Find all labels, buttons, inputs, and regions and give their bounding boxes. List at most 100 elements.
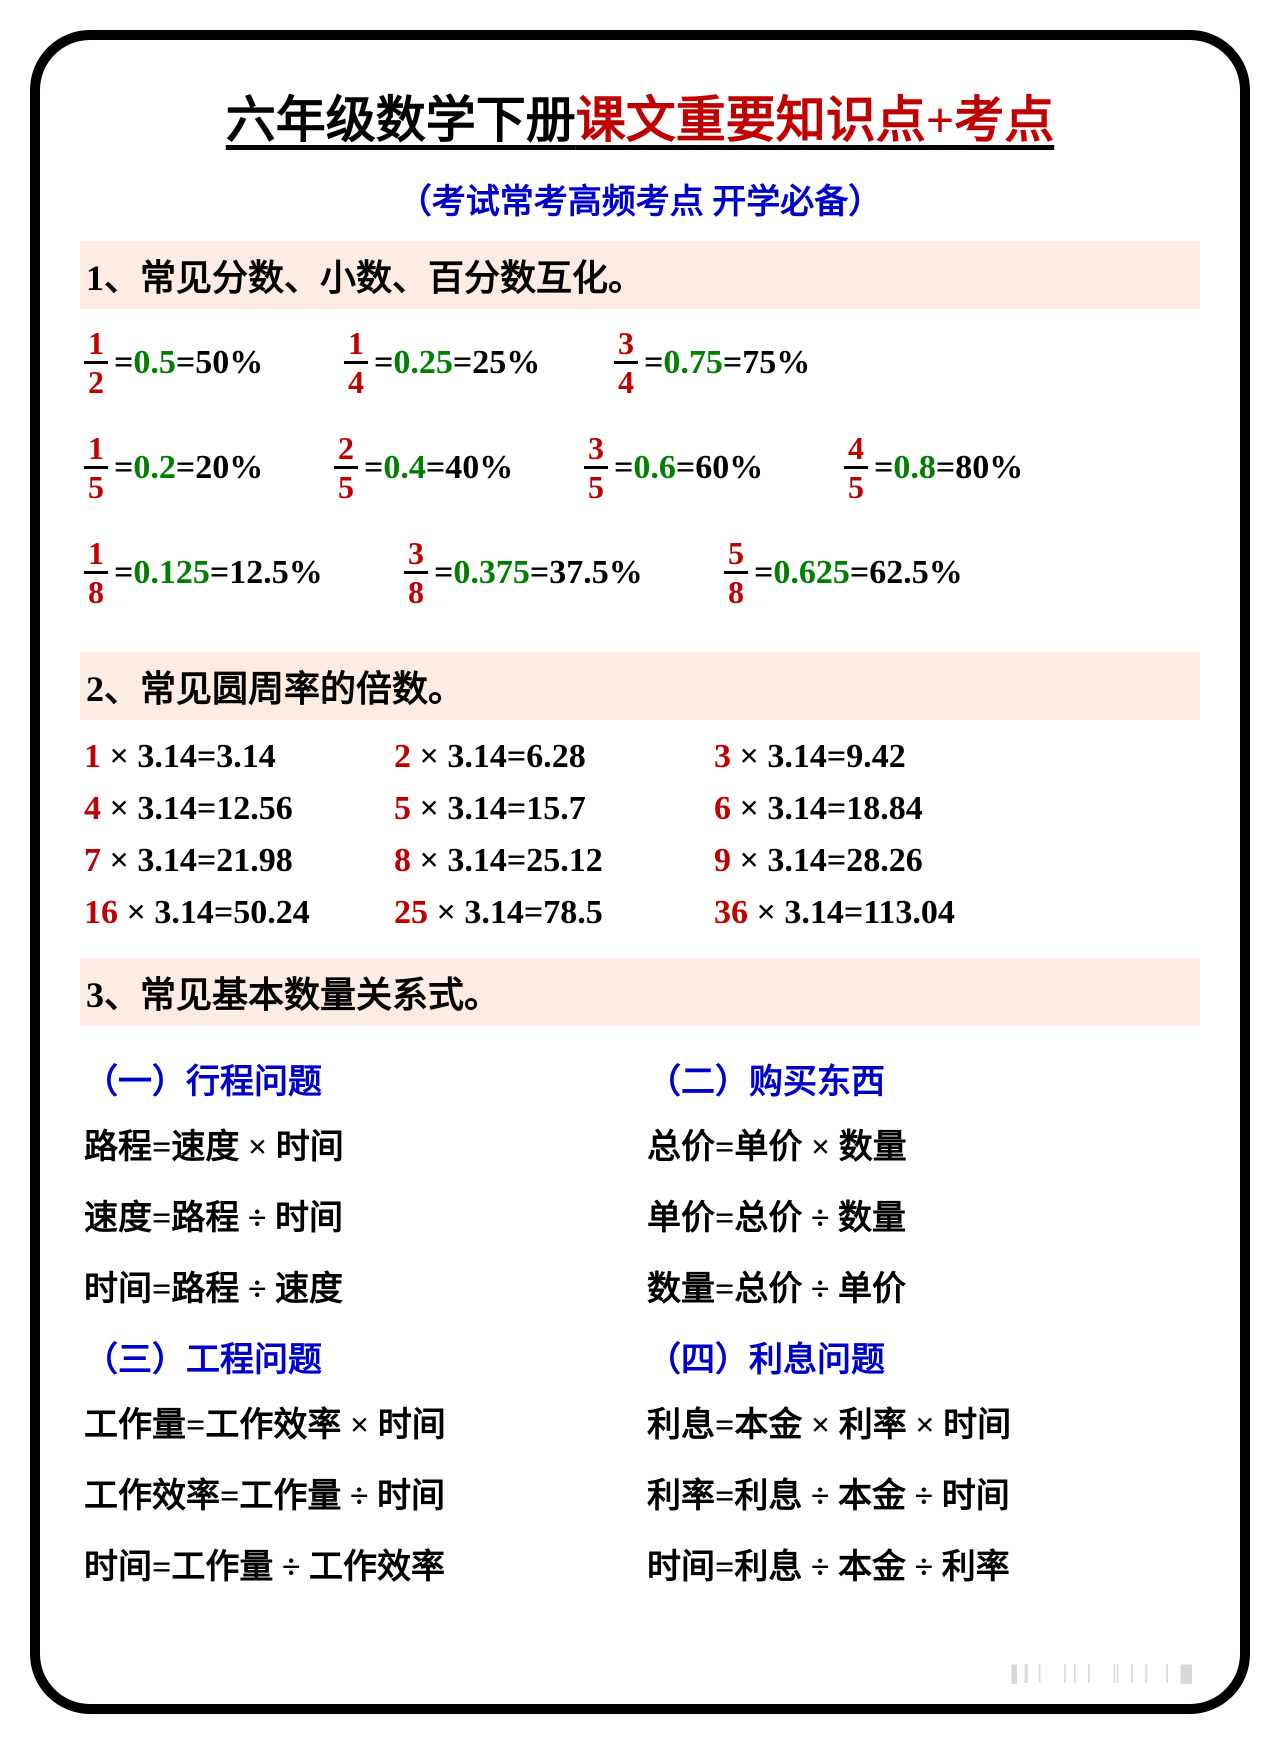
equals: = [874,449,893,487]
equals: = [434,554,453,592]
pi-multiple-item: 5 × 3.14=15.7 [394,790,684,828]
multiplier: 7 [84,842,101,879]
equals: = [114,344,133,382]
denominator: 2 [84,364,108,398]
title-part-2: 课文重要知识点+考点 [576,92,1055,148]
fraction-item: 14 =0.25=25% [344,327,614,398]
subtitle: （考试常考高频考点 开学必备） [80,174,1200,223]
decimal-value: 0.8 [893,449,936,487]
multiplier: 3 [714,738,731,775]
pi-multiple-item: 7 × 3.14=21.98 [84,842,364,880]
decimal-value: 0.2 [133,449,176,487]
numerator: 1 [84,537,108,571]
equals: = [176,344,195,382]
relations-col-2: （二）购买东西总价=单价 × 数量单价=总价 ÷ 数量数量=总价 ÷ 单价（四）… [647,1044,1200,1610]
pi-multiple-item: 1 × 3.14=3.14 [84,738,364,776]
pi-multiple-item: 9 × 3.14=28.26 [714,842,1200,880]
relation-formula: 单价=总价 ÷ 数量 [647,1190,1200,1239]
denominator: 5 [584,469,608,503]
numerator: 4 [844,432,868,466]
fraction: 14 [344,327,368,398]
equals: = [114,554,133,592]
denominator: 5 [844,469,868,503]
fraction-item: 34 =0.75=75% [614,327,914,398]
fraction: 58 [724,537,748,608]
multiplier: 16 [84,894,118,931]
relation-formula: 工作量=工作效率 × 时间 [84,1397,637,1446]
pi-multiple-item: 3 × 3.14=9.42 [714,738,1200,776]
fraction: 38 [404,537,428,608]
pi-result: × 3.14=15.7 [411,790,586,827]
pi-result: × 3.14=78.5 [428,894,603,931]
numerator: 1 [344,327,368,361]
relation-formula: 数量=总价 ÷ 单价 [647,1261,1200,1310]
relations-col-1: （一）行程问题路程=速度 × 时间速度=路程 ÷ 时间时间=路程 ÷ 速度（三）… [84,1044,637,1610]
fraction: 35 [584,432,608,503]
decimal-value: 0.4 [383,449,426,487]
multiplier: 4 [84,790,101,827]
section-2-header: 2、常见圆周率的倍数。 [80,652,1200,720]
watermark: ▌▎▏▕ ▏▏▕▏▏▏ ▏█ [1011,1664,1194,1684]
denominator: 4 [614,364,638,398]
denominator: 8 [84,574,108,608]
relation-group-title: （三）工程问题 [84,1332,637,1381]
decimal-value: 0.125 [133,554,210,592]
relation-formula: 时间=工作量 ÷ 工作效率 [84,1539,637,1588]
denominator: 8 [724,574,748,608]
equals: = [374,344,393,382]
pi-multiple-item: 36 × 3.14=113.04 [714,894,1200,932]
denominator: 8 [404,574,428,608]
fraction-item: 45 =0.8=80% [844,432,1094,503]
relation-formula: 时间=路程 ÷ 速度 [84,1261,637,1310]
multiplier: 2 [394,738,411,775]
equals: = [936,449,955,487]
relation-formula: 利息=本金 × 利率 × 时间 [647,1397,1200,1446]
equals: = [850,554,869,592]
pi-multiple-item: 16 × 3.14=50.24 [84,894,364,932]
pi-multiple-item: 25 × 3.14=78.5 [394,894,684,932]
multiplier: 6 [714,790,731,827]
fraction-item: 58 =0.625=62.5% [724,537,1044,608]
decimal-value: 0.6 [633,449,676,487]
pi-result: × 3.14=9.42 [731,738,906,775]
decimal-value: 0.75 [663,344,723,382]
fraction-item: 38 =0.375=37.5% [404,537,724,608]
decimal-value: 0.5 [133,344,176,382]
decimal-value: 0.625 [773,554,850,592]
relations-wrap: （一）行程问题路程=速度 × 时间速度=路程 ÷ 时间时间=路程 ÷ 速度（三）… [80,1044,1200,1610]
pi-result: × 3.14=21.98 [101,842,293,879]
equals: = [114,449,133,487]
fraction: 15 [84,432,108,503]
equals: = [453,344,472,382]
equals: = [364,449,383,487]
percent-value: 62.5% [869,554,963,592]
fraction: 45 [844,432,868,503]
pi-grid: 1 × 3.14=3.14 2 × 3.14=6.28 3 × 3.14=9.42 4… [80,738,1200,932]
percent-value: 80% [955,449,1023,487]
relation-formula: 时间=利息 ÷ 本金 ÷ 利率 [647,1539,1200,1588]
denominator: 5 [84,469,108,503]
multiplier: 1 [84,738,101,775]
equals: = [644,344,663,382]
relation-formula: 总价=单价 × 数量 [647,1119,1200,1168]
fraction-item: 18 =0.125=12.5% [84,537,404,608]
pi-result: × 3.14=25.12 [411,842,603,879]
equals: = [614,449,633,487]
numerator: 1 [84,432,108,466]
main-title: 六年级数学下册课文重要知识点+考点 [80,80,1200,152]
decimal-value: 0.375 [453,554,530,592]
fraction-item: 12 =0.5=50% [84,327,344,398]
multiplier: 8 [394,842,411,879]
relation-formula: 工作效率=工作量 ÷ 时间 [84,1468,637,1517]
equals: = [210,554,229,592]
equals: = [176,449,195,487]
pi-multiple-item: 4 × 3.14=12.56 [84,790,364,828]
numerator: 1 [84,327,108,361]
percent-value: 40% [445,449,513,487]
percent-value: 50% [195,344,263,382]
numerator: 2 [334,432,358,466]
relation-formula: 路程=速度 × 时间 [84,1119,637,1168]
pi-multiple-item: 2 × 3.14=6.28 [394,738,684,776]
relation-group-title: （二）购买东西 [647,1054,1200,1103]
pi-result: × 3.14=113.04 [748,894,955,931]
